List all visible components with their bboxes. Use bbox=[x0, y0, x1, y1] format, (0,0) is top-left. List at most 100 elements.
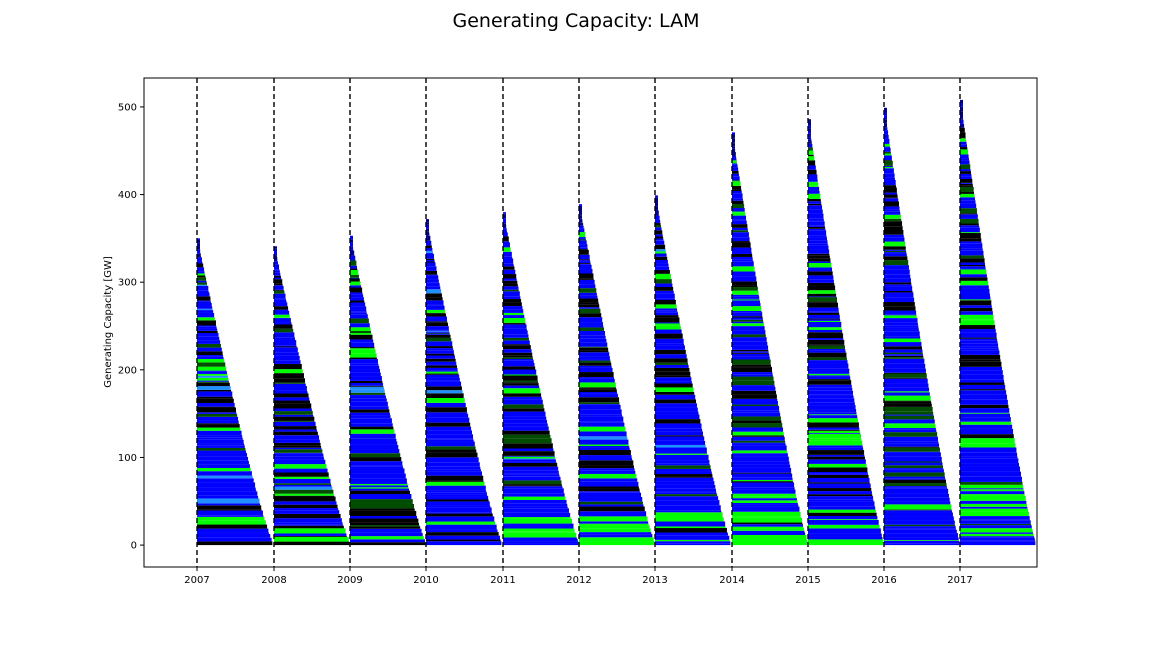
capacity-bar-2011-85 bbox=[503, 289, 519, 292]
capacity-bar-2015-142 bbox=[808, 130, 811, 132]
capacity-bar-2014-88 bbox=[732, 287, 758, 291]
capacity-bar-2012-95 bbox=[579, 249, 588, 250]
capacity-bar-2011-34 bbox=[503, 451, 555, 456]
capacity-bar-2015-88 bbox=[808, 290, 836, 294]
capacity-bar-2010-88 bbox=[426, 275, 439, 280]
capacity-bar-2017-69 bbox=[960, 314, 994, 320]
capacity-bar-2017-110 bbox=[960, 183, 973, 186]
capacity-bar-2015-33 bbox=[808, 438, 862, 441]
capacity-bar-2010-75 bbox=[426, 313, 446, 317]
capacity-bar-2016-126 bbox=[884, 160, 893, 166]
capacity-bar-2013-75 bbox=[655, 298, 675, 301]
capacity-bar-2012-42 bbox=[579, 404, 620, 405]
capacity-bar-2016-92 bbox=[884, 274, 911, 279]
capacity-bar-2012-32 bbox=[579, 436, 628, 440]
capacity-bar-2017-96 bbox=[960, 227, 980, 233]
capacity-bar-2009-16 bbox=[350, 488, 410, 491]
capacity-bar-2009-78 bbox=[350, 297, 364, 301]
capacity-bar-2014-55 bbox=[732, 376, 774, 381]
capacity-bar-2014-117 bbox=[732, 191, 742, 194]
capacity-bar-2013-27 bbox=[655, 460, 710, 464]
capacity-bar-2010-27 bbox=[426, 452, 478, 458]
capacity-bar-2009-42 bbox=[350, 406, 389, 410]
capacity-bar-2017-7 bbox=[960, 528, 1033, 530]
capacity-bar-2016-34 bbox=[884, 447, 940, 452]
capacity-bar-2010-81 bbox=[426, 297, 443, 301]
capacity-bar-2016-130 bbox=[884, 151, 891, 154]
capacity-bar-2012-15 bbox=[579, 491, 640, 493]
capacity-bar-2016-134 bbox=[884, 138, 890, 144]
capacity-bar-2016-55 bbox=[884, 387, 930, 392]
capacity-bar-2008-95 bbox=[274, 261, 278, 265]
capacity-bar-2017-132 bbox=[960, 118, 963, 120]
capacity-bar-2007-37 bbox=[197, 423, 239, 425]
capacity-bar-2009-87 bbox=[350, 270, 359, 275]
capacity-bar-2009-5 bbox=[350, 526, 421, 529]
capacity-bar-2010-3 bbox=[426, 532, 499, 536]
capacity-bar-2007-10 bbox=[197, 509, 262, 511]
capacity-bar-2011-10 bbox=[503, 512, 571, 518]
capacity-bar-2011-41 bbox=[503, 423, 548, 427]
capacity-bar-2017-76 bbox=[960, 293, 990, 297]
capacity-bar-2015-106 bbox=[808, 235, 827, 238]
capacity-bar-2010-9 bbox=[426, 512, 492, 514]
capacity-bar-2009-73 bbox=[350, 312, 367, 315]
capacity-bar-2015-113 bbox=[808, 218, 824, 221]
capacity-bar-2009-72 bbox=[350, 314, 368, 319]
capacity-bar-2015-147 bbox=[808, 119, 811, 122]
capacity-bar-2007-21 bbox=[197, 471, 252, 476]
capacity-bar-2009-52 bbox=[350, 380, 383, 383]
capacity-bar-2017-10 bbox=[960, 520, 1031, 524]
capacity-bar-2008-84 bbox=[274, 286, 284, 290]
capacity-bar-2017-103 bbox=[960, 203, 977, 209]
capacity-bar-2010-106 bbox=[426, 228, 429, 232]
capacity-bar-2017-41 bbox=[960, 412, 1010, 414]
capacity-bar-2017-24 bbox=[960, 481, 1023, 485]
capacity-bar-2012-59 bbox=[579, 359, 611, 361]
capacity-bar-2010-96 bbox=[426, 258, 435, 260]
capacity-bar-2013-19 bbox=[655, 481, 715, 485]
capacity-bar-2017-64 bbox=[960, 332, 997, 338]
capacity-bar-2015-52 bbox=[808, 384, 852, 388]
capacity-bar-2013-94 bbox=[655, 236, 664, 239]
capacity-bar-2008-0 bbox=[274, 541, 350, 546]
capacity-bar-2011-16 bbox=[503, 493, 565, 497]
capacity-bar-2015-101 bbox=[808, 249, 830, 254]
capacity-bar-2010-62 bbox=[426, 346, 453, 349]
capacity-bar-2008-79 bbox=[274, 299, 287, 301]
capacity-bar-2010-21 bbox=[426, 475, 484, 481]
capacity-bar-2008-22 bbox=[274, 476, 330, 479]
capacity-bar-2015-49 bbox=[808, 394, 854, 396]
x-tick-label-2016: 2016 bbox=[871, 575, 896, 586]
capacity-bar-2007-55 bbox=[197, 373, 228, 376]
capacity-bar-2010-13 bbox=[426, 499, 489, 502]
capacity-bar-2014-109 bbox=[732, 215, 747, 220]
capacity-bar-2012-24 bbox=[579, 460, 634, 466]
capacity-bar-2009-94 bbox=[350, 242, 353, 247]
capacity-bar-2015-76 bbox=[808, 320, 841, 322]
capacity-bar-2013-58 bbox=[655, 349, 686, 355]
capacity-bar-2012-113 bbox=[579, 204, 582, 206]
capacity-bar-2014-124 bbox=[732, 170, 739, 174]
capacity-bar-2013-7 bbox=[655, 521, 726, 527]
capacity-bar-2016-11 bbox=[884, 512, 953, 517]
capacity-bar-2009-89 bbox=[350, 265, 357, 269]
capacity-bar-2014-64 bbox=[732, 352, 769, 354]
capacity-bar-2007-8 bbox=[197, 515, 264, 517]
capacity-bar-2008-39 bbox=[274, 426, 317, 430]
capacity-bar-2015-119 bbox=[808, 198, 821, 202]
capacity-bar-2017-78 bbox=[960, 285, 989, 289]
capacity-bar-2013-79 bbox=[655, 283, 673, 288]
capacity-bar-2017-135 bbox=[960, 106, 963, 112]
capacity-bar-2015-115 bbox=[808, 209, 823, 214]
capacity-bar-2017-36 bbox=[960, 428, 1014, 435]
capacity-bar-2008-5 bbox=[274, 525, 344, 529]
capacity-bar-2017-26 bbox=[960, 471, 1021, 477]
capacity-bar-2010-51 bbox=[426, 371, 459, 374]
capacity-bar-2009-7 bbox=[350, 522, 420, 526]
capacity-bar-2010-46 bbox=[426, 381, 462, 387]
capacity-bar-2010-28 bbox=[426, 449, 477, 453]
capacity-bar-2014-49 bbox=[732, 398, 778, 401]
capacity-bar-2017-68 bbox=[960, 319, 994, 321]
capacity-bar-2017-119 bbox=[960, 158, 969, 161]
